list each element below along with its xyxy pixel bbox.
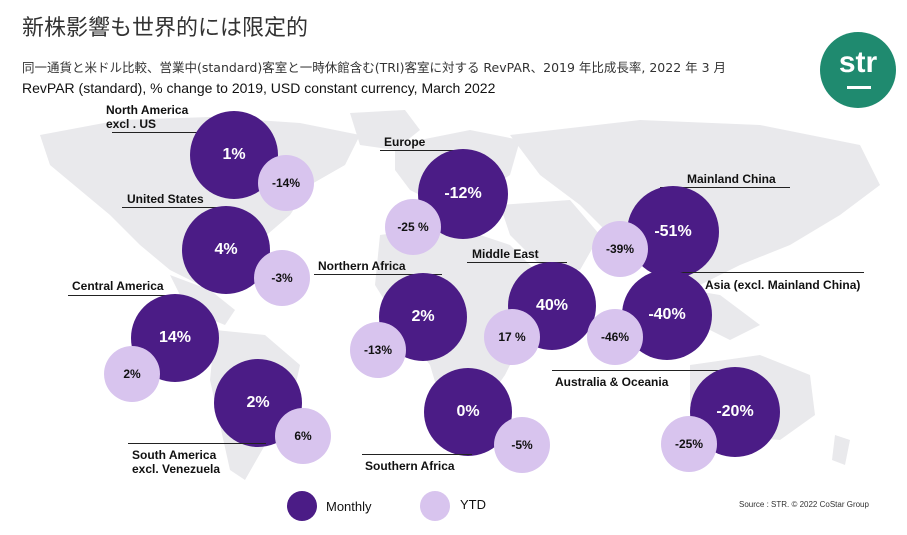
bubble-ytd-united-states: -3% — [254, 250, 310, 306]
legend-monthly-swatch — [287, 491, 317, 521]
region-leader-line — [128, 443, 266, 444]
region-label-line: excl. Venezuela — [132, 462, 221, 476]
bubble-ytd-middle-east: 17 % — [484, 309, 540, 365]
region-label-mainland-china: Mainland China — [687, 172, 776, 186]
map-greenland — [350, 110, 420, 150]
page-title: 新株影響も世界的には限定的 — [22, 16, 309, 41]
map-middle-east — [500, 200, 600, 270]
logo-underline — [847, 86, 871, 89]
region-label-middle-east: Middle East — [472, 247, 539, 261]
logo-text: str — [838, 46, 878, 79]
bubble-ytd-europe: -25 % — [385, 199, 441, 255]
region-label-northern-africa: Northern Africa — [318, 259, 406, 273]
map-new-zealand — [832, 435, 850, 465]
region-leader-line — [112, 132, 224, 133]
region-leader-line — [314, 274, 442, 275]
map-central-america — [170, 275, 235, 325]
bubble-ytd-south-america: 6% — [275, 408, 331, 464]
region-leader-line — [380, 150, 458, 151]
region-label-line: excl . US — [106, 117, 157, 131]
region-leader-line — [552, 370, 722, 371]
source-note: Source : STR. © 2022 CoStar Group — [739, 500, 869, 509]
region-label-europe: Europe — [384, 135, 426, 149]
region-leader-line — [362, 454, 472, 455]
bubble-ytd-asia: -46% — [587, 309, 643, 365]
region-label-asia: Asia (excl. Mainland China) — [705, 278, 861, 292]
str-logo: str — [820, 32, 896, 108]
bubble-ytd-southern-africa: -5% — [494, 417, 550, 473]
bubble-ytd-australia: -25% — [661, 416, 717, 472]
bubble-ytd-north-america: -14% — [258, 155, 314, 211]
region-leader-line — [68, 295, 183, 296]
region-label-north-america: North America excl . US — [106, 103, 188, 131]
region-label-southern-africa: Southern Africa — [365, 459, 455, 473]
region-label-united-states: United States — [127, 192, 204, 206]
bubble-ytd-northern-africa: -13% — [350, 322, 406, 378]
legend-ytd-label: YTD — [460, 497, 486, 512]
legend-ytd-swatch — [420, 491, 450, 521]
region-label-line: South America — [132, 448, 217, 462]
region-label-central-america: Central America — [72, 279, 164, 293]
subtitle-japanese: 同一通貨と米ドル比較、営業中(standard)客室と一時休館含む(TRI)客室… — [22, 60, 727, 75]
region-label-line: North America — [106, 103, 189, 117]
region-label-australia: Australia & Oceania — [555, 375, 669, 389]
region-leader-line — [668, 272, 864, 273]
bubble-ytd-central-america: 2% — [104, 346, 160, 402]
bubble-ytd-mainland-china: -39% — [592, 221, 648, 277]
subtitle-english: RevPAR (standard), % change to 2019, USD… — [22, 80, 496, 96]
region-leader-line — [122, 207, 234, 208]
region-leader-line — [467, 262, 567, 263]
legend-monthly-label: Monthly — [326, 499, 372, 514]
region-label-south-america: South America excl. Venezuela — [132, 448, 220, 476]
region-leader-line — [660, 187, 790, 188]
